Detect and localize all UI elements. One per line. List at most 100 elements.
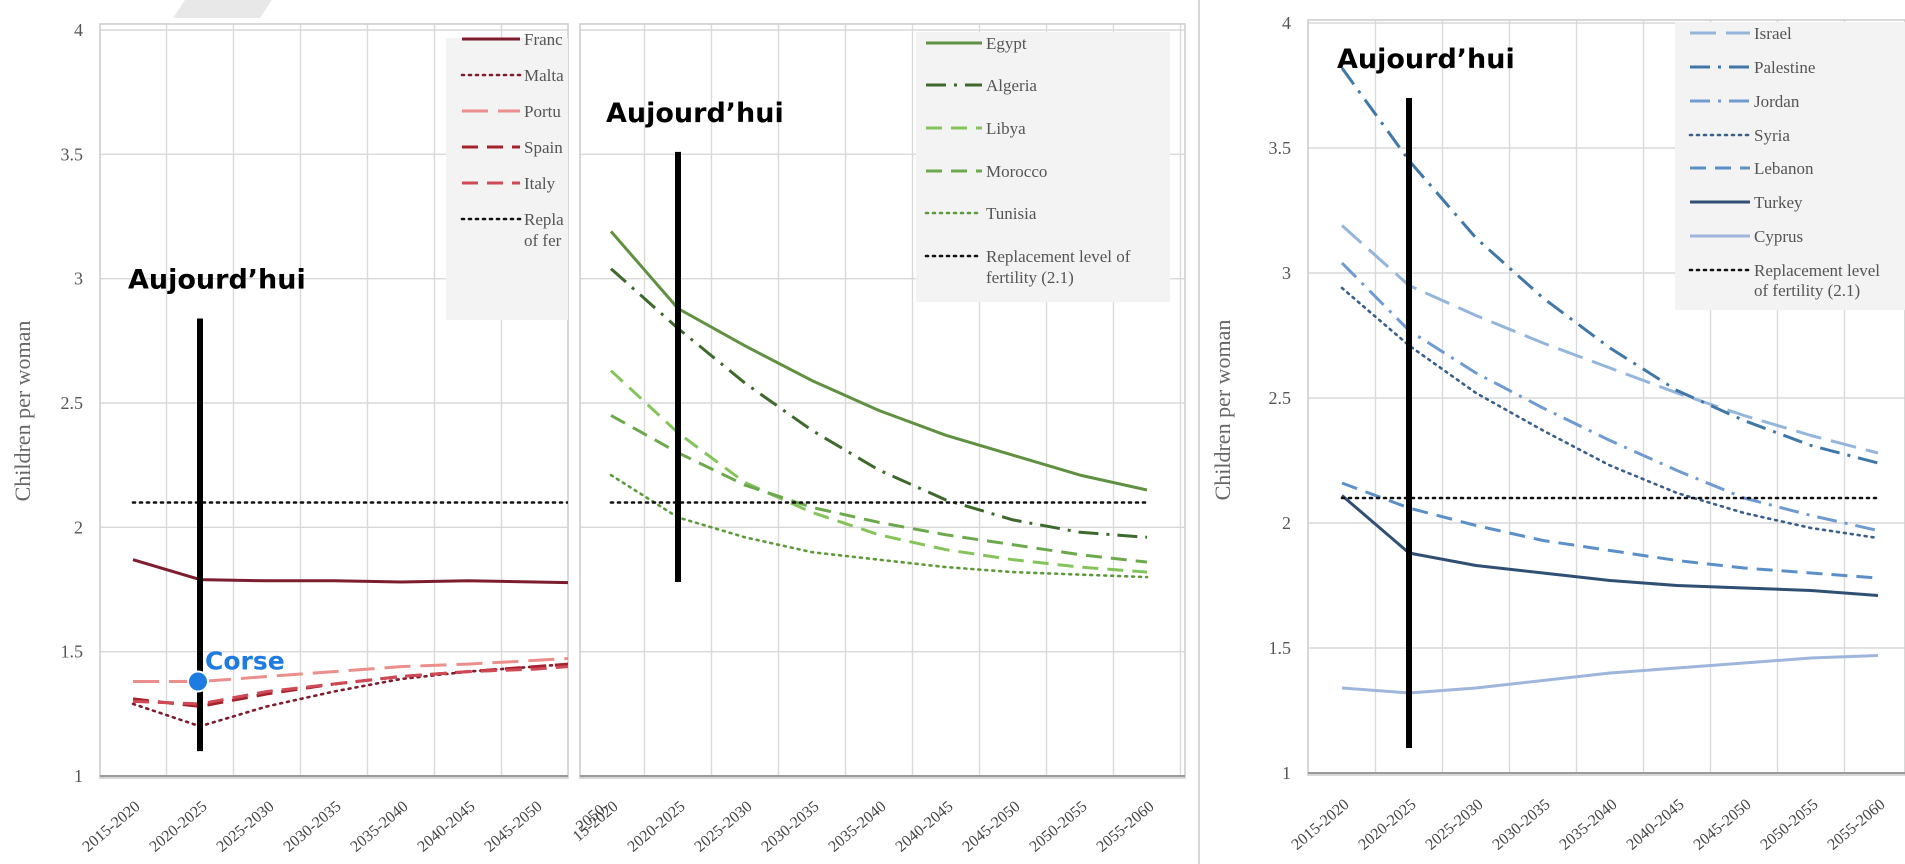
legend-entry: Repla: [524, 210, 564, 229]
legend-entry: Tunisia: [986, 204, 1037, 223]
y-tick-label: 4: [74, 20, 83, 40]
legend-entry: Libya: [986, 119, 1026, 138]
x-tick-label: 2040-2045: [415, 798, 479, 856]
chart-panel-europe: Children per woman 1 1.5 2 2.5 3 3.5 4 2015-202…: [10, 20, 613, 856]
series-group: [131, 501, 568, 728]
series-line-israel: [1340, 224, 1879, 455]
corse-point: [187, 670, 209, 693]
series-line-egypt: [609, 230, 1148, 492]
legend-entry: Syria: [1754, 126, 1790, 145]
y-axis-label: Children per woman: [10, 321, 35, 502]
x-tick-label: 2045-2050: [482, 798, 546, 856]
legend-entry: Replacement level: [1754, 261, 1880, 280]
legend-entry: Morocco: [986, 162, 1047, 181]
series-group: [1340, 67, 1880, 695]
y-tick-label: 4: [1282, 13, 1291, 33]
x-tick-label: 2035-2040: [348, 798, 412, 856]
plot-frame: [1307, 19, 1905, 776]
today-label: Aujourd’hui: [128, 264, 306, 295]
y-axis-label: Children per woman: [1210, 320, 1235, 501]
x-tick-label: 2020-2025: [1356, 796, 1420, 854]
series-line-malta: [131, 662, 568, 728]
x-tick-label: 2045-2050: [960, 798, 1024, 856]
legend-entry: Lebanon: [1754, 159, 1814, 178]
y-tick-label: 1.5: [1269, 638, 1292, 658]
x-tick-label: 2045-2050: [1691, 796, 1755, 854]
series-line-palestine: [1340, 67, 1879, 465]
y-tick-label: 2.5: [1269, 388, 1292, 408]
series-line-turkey: [1341, 494, 1879, 597]
y-tick-label: 1.5: [61, 642, 84, 662]
y-tick-label: 2: [74, 517, 83, 537]
series-line-jordan: [1340, 261, 1879, 532]
series-line-libya: [609, 369, 1148, 574]
x-tick-label: 2035-2040: [826, 798, 890, 856]
legend-background: [1675, 22, 1905, 310]
y-tick-label: 3.5: [61, 144, 84, 164]
plot-frame: [579, 23, 1186, 779]
x-tick-label: 2025-2030: [1423, 796, 1487, 854]
x-tick-label: 2025-2030: [692, 798, 756, 856]
x-tick-label: 2020-2025: [147, 798, 211, 856]
legend: Egypt Algeria Libya Morocco Tunisia Replaceme…: [916, 32, 1170, 302]
legend-entry: Replacement level of: [986, 247, 1131, 266]
y-tick-label: 3: [1282, 263, 1291, 283]
legend-entry: Italy: [524, 174, 556, 193]
series-line-italy: [132, 665, 568, 706]
today-label: Aujourd’hui: [1337, 44, 1515, 75]
series-line-france: [132, 558, 568, 585]
y-tick-label: 1: [74, 766, 83, 786]
legend-entry: Spain: [524, 138, 563, 157]
y-tick-label: 2.5: [61, 393, 84, 413]
series-group: [609, 230, 1149, 579]
x-tick-label: 2015-2020: [1289, 796, 1353, 854]
grid: [100, 24, 568, 776]
chart-panel-middle-east: Children per woman 1 1.5 2 2.5 3 3.5 4 2015-202…: [1210, 13, 1905, 854]
corse-label: Corse: [205, 647, 285, 676]
legend-entry: fertility (2.1): [986, 268, 1074, 287]
x-tick-label: 2030-2035: [759, 798, 823, 856]
y-tick-label: 1: [1282, 763, 1291, 783]
x-tick-label: 2025-2030: [214, 798, 278, 856]
x-tick-label: 2055-2060: [1094, 798, 1158, 856]
legend-entry: Franc: [524, 30, 563, 49]
x-tick-label: 2050-2055: [1758, 796, 1822, 854]
legend-entry: of fer: [524, 231, 562, 250]
y-tick-label: 2: [1282, 513, 1291, 533]
today-label: Aujourd’hui: [606, 98, 784, 129]
x-tick-label: 2020-2025: [625, 798, 689, 856]
legend: Israel Palestine Jordan Syria Lebanon Turkey C…: [1675, 22, 1905, 310]
plot-frame: [99, 23, 569, 779]
chart-panel-north-africa: 15-2020 2020-2025 2025-2030 2030-2035 2035-2…: [570, 23, 1186, 856]
legend-entry: Portu: [524, 102, 561, 121]
x-tick-label: 2015-2020: [80, 798, 144, 856]
legend-background: [446, 38, 568, 320]
legend-entry: Algeria: [986, 76, 1037, 95]
x-tick-label: 2030-2035: [1490, 796, 1554, 854]
x-tick-label: 2050-2055: [1027, 798, 1091, 856]
y-tick-label: 3: [74, 269, 83, 289]
y-tick-label: 3.5: [1269, 138, 1292, 158]
series-line-lebanon: [1341, 481, 1879, 580]
x-tick-label: 2035-2040: [1557, 796, 1621, 854]
legend: Franc Malta Portu Spain Italy Repla of fer: [446, 30, 568, 320]
legend-entry: Egypt: [986, 34, 1027, 53]
legend-entry: Jordan: [1754, 92, 1800, 111]
series-line-portugal: [133, 657, 568, 683]
x-tick-label: 2040-2045: [1624, 796, 1688, 854]
series-line-algeria: [610, 267, 1148, 539]
x-tick-label: 2040-2045: [893, 798, 957, 856]
series-line-morocco: [610, 414, 1148, 564]
decorative-gray-shape: [173, 0, 272, 18]
legend-entry: Malta: [524, 66, 564, 85]
x-tick-label: 2055-2060: [1825, 796, 1889, 854]
legend-entry: Cyprus: [1754, 227, 1803, 246]
series-line-syria: [1340, 286, 1880, 540]
legend-background: [916, 32, 1170, 302]
series-line-cyprus: [1341, 654, 1879, 695]
legend-entry: Palestine: [1754, 58, 1815, 77]
x-tick-label: 2030-2035: [281, 798, 345, 856]
legend-entry: Israel: [1754, 24, 1792, 43]
series-line-tunisia: [609, 473, 1149, 579]
